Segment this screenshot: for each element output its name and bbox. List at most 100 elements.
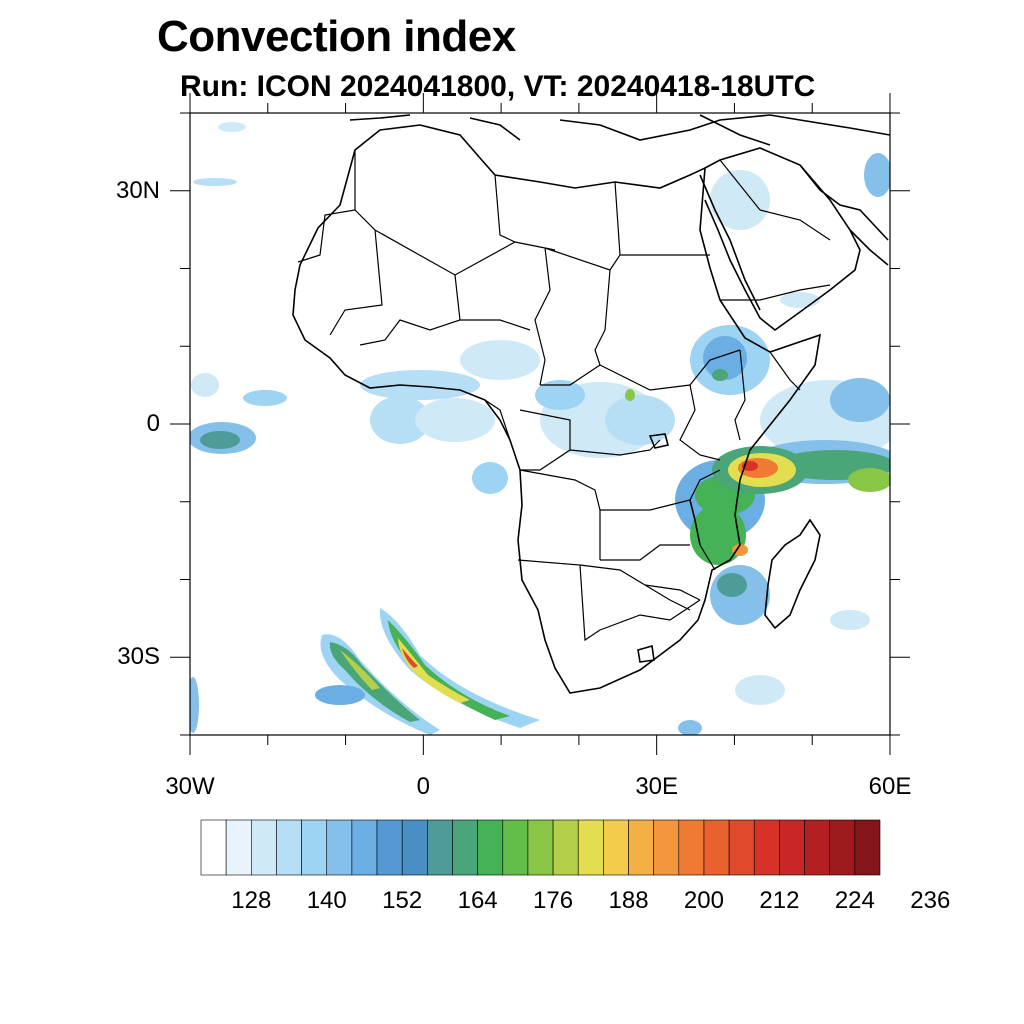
field-west-africa	[360, 370, 480, 400]
border	[720, 284, 831, 301]
field-south-indian	[678, 720, 702, 735]
lake-malawi	[689, 499, 701, 546]
colorbar-swatch	[552, 819, 579, 876]
colorbar-swatch	[577, 819, 604, 876]
colorbar-label: 128	[231, 887, 272, 914]
lat-tick-label: 30N	[115, 176, 160, 204]
field-atlantic-north	[193, 178, 237, 186]
field-atlantic-north	[218, 122, 246, 132]
field-indian-ocean	[830, 378, 890, 422]
border	[734, 349, 746, 441]
lon-tick-label: 60E	[868, 773, 912, 800]
border	[600, 469, 721, 511]
colorbar-label: 224	[834, 887, 875, 914]
field-ethiopia	[712, 369, 728, 381]
colorbar-swatch	[678, 819, 705, 876]
lat-tick-label: 30S	[117, 643, 160, 671]
border	[329, 229, 383, 336]
lon-tick-label: 30E	[635, 773, 679, 800]
colorbar-swatch	[225, 819, 252, 876]
field-iran	[864, 153, 890, 197]
field-southwest	[190, 677, 199, 733]
iran-coast	[849, 229, 889, 266]
colorbar-swatch	[628, 819, 654, 876]
field-south-indian	[735, 675, 785, 705]
field-southern-band-east	[398, 638, 470, 703]
border	[484, 399, 511, 441]
red-sea-coast	[699, 174, 761, 311]
black-sea-coast	[699, 114, 771, 146]
colorbar-label: 164	[457, 887, 498, 914]
border	[699, 544, 716, 571]
colorbar-swatch	[250, 819, 277, 876]
field-west-africa	[460, 340, 540, 380]
border	[354, 209, 516, 276]
border	[644, 584, 701, 601]
lon-tick-label: 30W	[165, 773, 215, 800]
field-gulf-guinea	[370, 396, 430, 444]
border	[519, 409, 571, 471]
colorbar-swatch	[703, 819, 730, 876]
field-central-africa	[625, 389, 635, 401]
field-atlantic-west	[191, 373, 219, 397]
africa-coastline	[292, 124, 822, 694]
field-central-africa	[605, 395, 675, 445]
border	[297, 150, 356, 263]
border	[569, 439, 661, 456]
colorbar-label: 140	[306, 887, 347, 914]
colorbar-label: 188	[608, 887, 649, 914]
coastlines	[292, 114, 890, 694]
field-atlantic-west	[243, 390, 287, 406]
colorbar-swatch	[376, 819, 403, 876]
border	[594, 269, 611, 366]
map-subtitle: Run: ICON 2024041800, VT: 20240418-18UTC	[180, 70, 816, 103]
lat-tick-label: 0	[146, 410, 160, 437]
colorbar-swatch	[854, 819, 881, 876]
lesotho	[637, 644, 655, 663]
field-southern-ocean	[315, 685, 365, 705]
border	[359, 274, 461, 346]
border	[544, 181, 621, 271]
map-title: Convection index	[157, 12, 516, 61]
colorbar-swatch	[779, 819, 805, 876]
field-southern-band-west	[340, 650, 380, 690]
colorbar	[200, 819, 881, 876]
colorbar-swatch	[653, 819, 680, 876]
field-gulf-guinea	[472, 462, 508, 494]
border	[517, 559, 601, 642]
border	[540, 364, 601, 386]
border	[719, 159, 761, 211]
colorbar-swatch	[829, 819, 856, 876]
colorbar-swatch	[804, 819, 831, 876]
colorbar-swatch	[527, 819, 554, 876]
border	[600, 544, 690, 561]
country-borders	[297, 150, 831, 642]
colorbar-label: 200	[683, 887, 724, 914]
convection-field	[190, 122, 890, 735]
border	[519, 469, 601, 560]
field-central-africa	[535, 380, 585, 410]
border	[579, 564, 691, 611]
field-indian-ocean	[848, 468, 890, 492]
lake-victoria	[648, 433, 669, 449]
colorbar-swatch	[200, 819, 227, 876]
border	[759, 209, 831, 241]
colorbar-swatch	[401, 819, 428, 876]
colorbar-swatch	[452, 819, 478, 876]
colorbar-swatch	[326, 819, 353, 876]
field-mozambique-channel	[717, 573, 747, 597]
colorbar-swatch	[427, 819, 453, 876]
field-madagascar-east	[830, 610, 870, 630]
europe-coastline	[349, 114, 890, 141]
border	[460, 319, 531, 331]
arabia-coastline	[704, 147, 861, 332]
colorbar-label: 152	[382, 887, 423, 914]
field-southern-band-east	[402, 648, 418, 668]
colorbar-label: 176	[533, 887, 574, 914]
field-gulf-guinea	[415, 398, 495, 442]
border	[494, 174, 556, 251]
border	[599, 599, 701, 631]
field-arabia	[710, 170, 770, 230]
persian-gulf-coast	[799, 164, 889, 241]
